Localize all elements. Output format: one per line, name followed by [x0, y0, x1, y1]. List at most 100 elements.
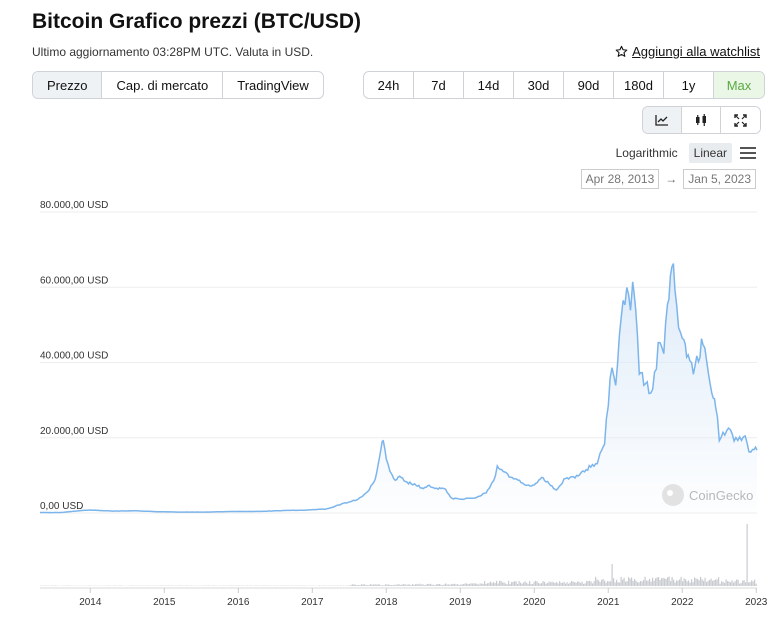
volume-bar [553, 582, 555, 586]
volume-bar [353, 584, 355, 586]
volume-bar [728, 581, 730, 586]
metric-tabs: Prezzo Cap. di mercato TradingView [32, 71, 324, 99]
volume-bar [497, 583, 499, 586]
volume-bar [676, 580, 678, 586]
range-14d[interactable]: 14d [464, 72, 514, 98]
volume-bar [667, 577, 669, 586]
volume-bar [671, 576, 673, 586]
volume-bar [509, 583, 511, 586]
volume-bar [709, 579, 711, 586]
volume-bar [608, 581, 610, 586]
volume-bar [610, 581, 612, 586]
volume-bar [382, 585, 384, 586]
tab-market-cap[interactable]: Cap. di mercato [102, 72, 224, 98]
volume-bar [541, 583, 543, 586]
scale-linear[interactable]: Linear [688, 143, 732, 163]
volume-bar [599, 581, 601, 586]
hamburger-menu-icon[interactable] [740, 146, 756, 160]
volume-bar [454, 583, 456, 586]
volume-bar [383, 585, 385, 586]
volume-bar [476, 583, 478, 586]
volume-bar [635, 580, 637, 586]
volume-bar [646, 580, 648, 586]
volume-bar [661, 578, 663, 586]
volume-bar [481, 583, 483, 586]
volume-bar [674, 582, 676, 586]
volume-bar [587, 581, 589, 586]
date-range: Apr 28, 2013 → Jan 5, 2023 [580, 169, 756, 189]
volume-bar [544, 581, 546, 586]
volume-bar [524, 581, 526, 586]
volume-bar [461, 584, 463, 586]
candlestick-button[interactable] [682, 107, 721, 133]
y-axis-ticks: 80.000,00 USD 60.000,00 USD 40.000,00 USD 2… [40, 200, 108, 512]
volume-bar [692, 582, 694, 586]
date-arrow: → [665, 172, 678, 186]
volume-bar [502, 582, 504, 586]
volume-bar [575, 582, 577, 586]
range-180d[interactable]: 180d [614, 72, 664, 98]
volume-bar [437, 583, 439, 586]
volume-bar [473, 583, 475, 586]
date-from-input[interactable]: Apr 28, 2013 [580, 169, 660, 189]
scale-logarithmic[interactable]: Logarithmic [615, 146, 678, 160]
range-30d[interactable]: 30d [514, 72, 564, 98]
fullscreen-icon [734, 113, 747, 127]
volume-bar [634, 578, 636, 586]
volume-bar [713, 580, 715, 586]
volume-bar [734, 581, 736, 586]
volume-bar [526, 582, 528, 586]
volume-bar [458, 584, 460, 586]
volume-bar [398, 584, 400, 586]
volume-bar [557, 583, 559, 586]
volume-bar [364, 584, 366, 586]
volume-bar [386, 584, 388, 586]
volume-bar [566, 582, 568, 586]
range-7d[interactable]: 7d [414, 72, 464, 98]
volume-bar [400, 585, 402, 586]
volume-bar [563, 581, 565, 586]
add-to-watchlist-link[interactable]: Aggiungi alla watchlist [615, 44, 760, 59]
volume-bar [484, 581, 486, 586]
volume-bar [662, 577, 664, 586]
range-24h[interactable]: 24h [364, 72, 414, 98]
volume-bar [521, 583, 523, 586]
volume-bar [679, 579, 681, 586]
tab-price[interactable]: Prezzo [33, 72, 103, 98]
volume-bar [559, 581, 561, 586]
line-chart-button[interactable] [643, 107, 682, 133]
volume-bar [601, 579, 603, 586]
volume-bar [415, 584, 417, 586]
volume-bar [710, 578, 712, 586]
volume-bar [374, 584, 376, 586]
volume-bar [446, 584, 448, 586]
volume-bar [472, 583, 474, 586]
volume-bar [479, 583, 481, 586]
volume-bar [424, 585, 426, 586]
volume-bar [649, 578, 651, 586]
volume-bar [620, 576, 622, 586]
x-tick-label: 2020 [523, 597, 546, 608]
volume-bar [422, 584, 424, 586]
y-tick-label: 40.000,00 USD [40, 351, 108, 362]
range-90d[interactable]: 90d [564, 72, 614, 98]
volume-bar [730, 582, 732, 586]
date-to-input[interactable]: Jan 5, 2023 [683, 169, 756, 189]
volume-bar [665, 578, 667, 586]
range-max[interactable]: Max [714, 72, 764, 98]
volume-bar [629, 578, 631, 586]
volume-bar [628, 577, 630, 586]
volume-bar [616, 579, 618, 586]
volume-bar [361, 584, 363, 586]
volume-bar [643, 580, 645, 586]
volume-bar [751, 580, 753, 586]
range-1y[interactable]: 1y [664, 72, 714, 98]
volume-bar [617, 582, 619, 586]
volume-bar [580, 582, 582, 586]
volume-bar [715, 579, 717, 586]
tab-tradingview[interactable]: TradingView [237, 77, 309, 93]
volume-bar [511, 582, 513, 586]
volume-bar [430, 583, 432, 586]
volume-bar [440, 584, 442, 586]
fullscreen-button[interactable] [721, 107, 760, 133]
